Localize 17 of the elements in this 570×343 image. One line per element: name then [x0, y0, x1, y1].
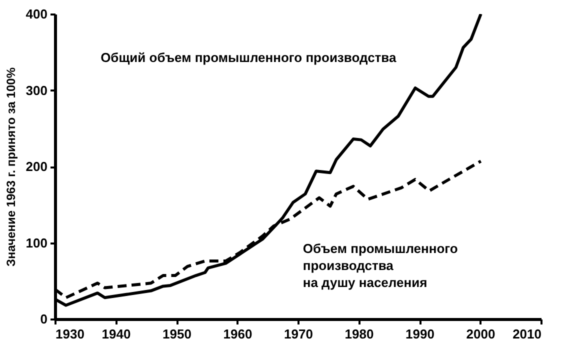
- x-tick-label: 1950: [162, 326, 192, 342]
- series-label: Объем промышленного производства на душу населения: [302, 240, 458, 290]
- x-tick-label: 1970: [284, 326, 313, 342]
- x-tick-label: 1930: [56, 326, 84, 342]
- y-tick-label: 300: [26, 82, 48, 98]
- x-tick-label: 2010: [512, 326, 542, 342]
- x-tick-label: 1960: [223, 326, 252, 342]
- y-tick-label: 0: [40, 312, 48, 326]
- x-tick-label: 1980: [344, 326, 374, 342]
- y-tick-label: 200: [26, 159, 48, 174]
- x-tick-label: 1990: [406, 326, 434, 342]
- y-tick-label: 400: [26, 6, 48, 22]
- x-tick-label: 1940: [102, 326, 131, 342]
- y-axis-title: Значение 1963 г. принято за 100%: [4, 67, 18, 267]
- x-tick-label: 2000: [466, 326, 496, 342]
- y-tick-label: 100: [26, 235, 48, 250]
- text: Общий объем промышленного производства: [100, 50, 397, 66]
